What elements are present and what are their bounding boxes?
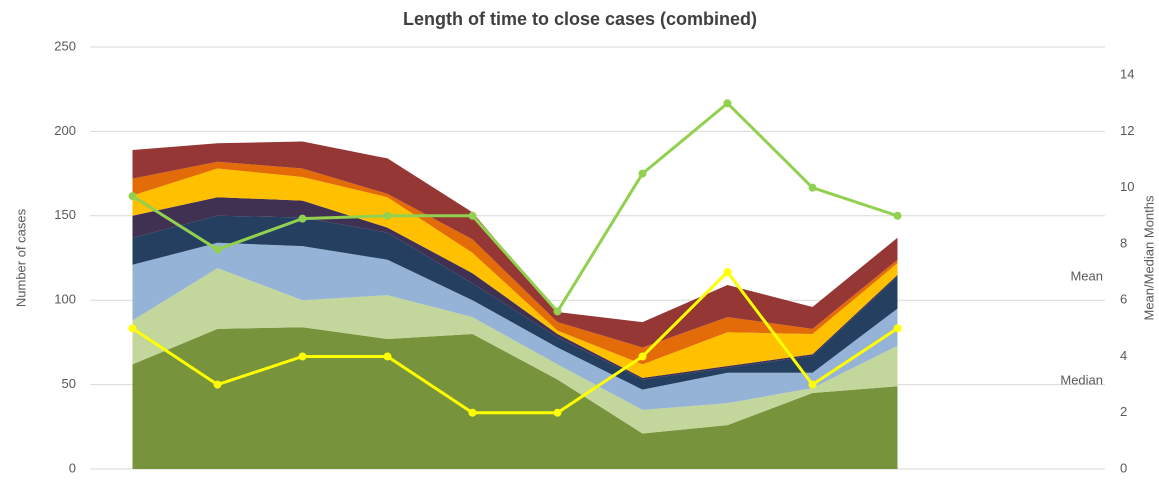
y2-tick-label: 10 [1120, 179, 1134, 194]
y-tick-label: 0 [69, 460, 76, 475]
y2-tick-label: 12 [1120, 123, 1134, 138]
y2-tick-label: 6 [1120, 292, 1127, 307]
point [468, 211, 477, 220]
y2-axis-label: Mean/Median Months [1141, 195, 1156, 321]
point [213, 245, 222, 254]
point [893, 211, 902, 220]
y2-tick-label: 2 [1120, 404, 1127, 419]
line [131, 269, 899, 415]
area [132, 215, 898, 390]
y-tick-label: 150 [54, 207, 76, 222]
point [128, 192, 137, 201]
area [132, 141, 898, 348]
point [298, 352, 307, 361]
area [132, 242, 898, 410]
point [723, 268, 732, 277]
point [553, 408, 562, 417]
point [723, 99, 732, 108]
point [383, 211, 392, 220]
series-label: Median [1060, 372, 1103, 387]
y-tick-label: 200 [54, 123, 76, 138]
y-tick-label: 100 [54, 292, 76, 307]
point [893, 324, 902, 333]
point [468, 408, 477, 417]
point [638, 169, 647, 178]
y2-tick-label: 14 [1120, 67, 1134, 82]
line [131, 101, 898, 314]
point [553, 307, 562, 316]
series-label: Mean [1070, 268, 1103, 283]
point [383, 352, 392, 361]
y-tick-label: 250 [54, 38, 76, 53]
point [808, 183, 817, 192]
y-tick-label: 50 [62, 376, 76, 391]
point [808, 380, 817, 389]
y-axis-label: Number of cases [13, 208, 28, 307]
point [298, 214, 307, 223]
y2-tick-label: 4 [1120, 348, 1127, 363]
area [132, 168, 898, 378]
point [638, 352, 647, 361]
chart-title: Length of time to close cases (combined) [403, 9, 757, 29]
area [132, 197, 898, 380]
y2-tick-label: 8 [1120, 235, 1127, 250]
y2-tick-label: 0 [1120, 460, 1127, 475]
point [128, 324, 137, 333]
point [213, 380, 222, 389]
area [132, 327, 898, 469]
area [132, 268, 898, 434]
